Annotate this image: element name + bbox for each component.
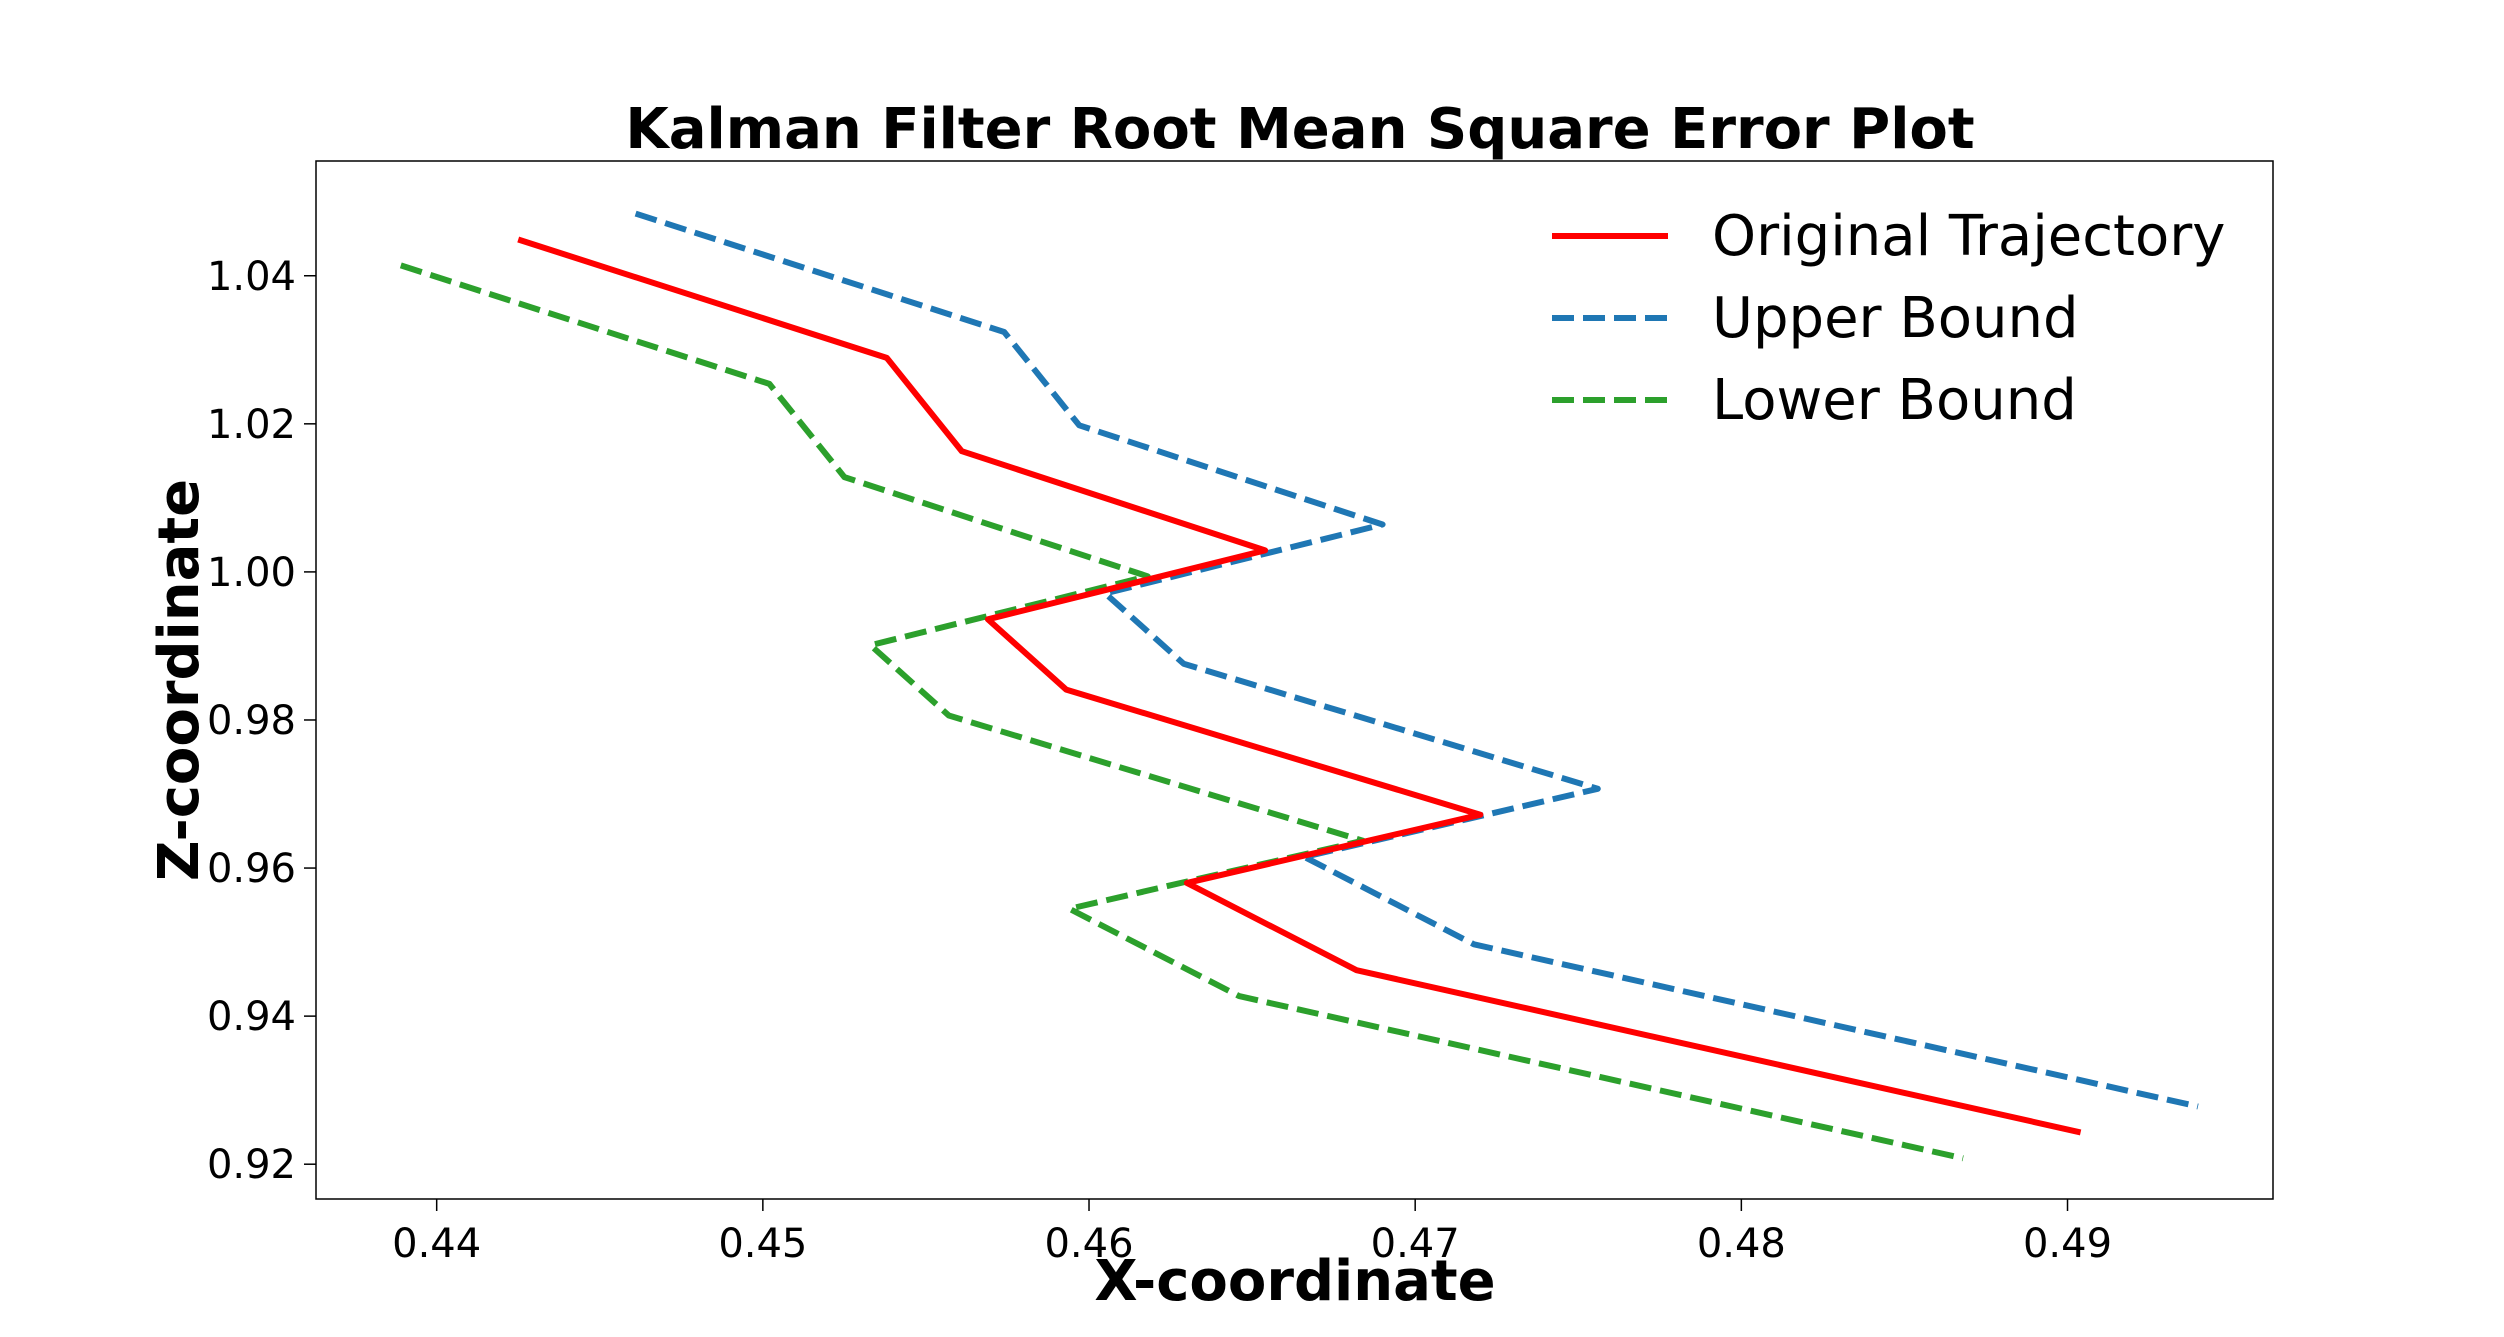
y-tick-label: 0.96 (207, 846, 296, 892)
plot-area (315, 160, 2274, 1200)
y-axis-ticks: 0.92 0.94 0.96 0.98 1.00 1.02 1.04 (207, 254, 316, 1188)
y-tick-label: 1.00 (207, 550, 296, 596)
x-tick-label: 0.47 (1371, 1221, 1460, 1267)
legend-label-upper-bound: Upper Bound (1712, 286, 2079, 351)
legend-label-lower-bound: Lower Bound (1712, 368, 2077, 433)
x-tick-label: 0.49 (2023, 1221, 2112, 1267)
series-lines (399, 210, 2199, 1162)
series-line-lower-bound (399, 262, 1964, 1162)
y-axis-label: Z-coordinate (147, 479, 212, 881)
legend-label-original-trajectory: Original Trajectory (1712, 204, 2225, 269)
x-tick-label: 0.44 (392, 1221, 481, 1267)
x-tick-label: 0.48 (1697, 1221, 1786, 1267)
x-tick-label: 0.46 (1044, 1221, 1133, 1267)
x-axis-ticks: 0.44 0.45 0.46 0.47 0.48 0.49 (392, 1199, 2112, 1267)
series-line-original-trajectory (517, 236, 2082, 1136)
y-tick-label: 0.94 (207, 994, 296, 1040)
x-axis-label: X-coordinate (1094, 1249, 1495, 1314)
legend: Original Trajectory Upper Bound Lower Boun… (1552, 204, 2225, 433)
y-tick-label: 0.98 (207, 698, 296, 744)
y-tick-label: 1.04 (207, 254, 296, 300)
y-tick-label: 1.02 (207, 402, 296, 448)
chart-title: Kalman Filter Root Mean Square Error Plo… (625, 97, 1974, 162)
x-tick-label: 0.45 (718, 1221, 807, 1267)
y-tick-label: 0.92 (207, 1142, 296, 1188)
series-line-upper-bound (634, 210, 2199, 1110)
